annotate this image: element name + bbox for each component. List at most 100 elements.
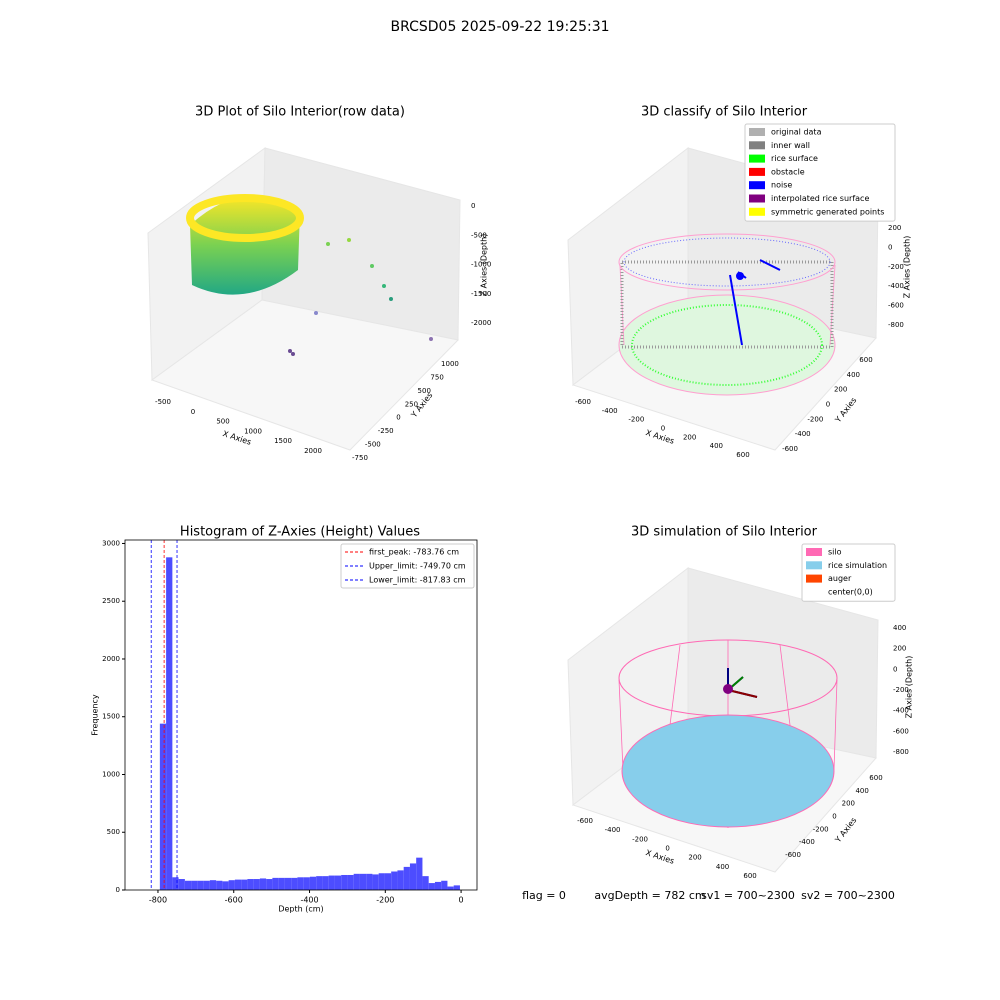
legend-swatch bbox=[749, 194, 765, 203]
bar bbox=[297, 877, 304, 890]
bar bbox=[309, 876, 317, 890]
bar bbox=[428, 883, 435, 890]
y-tick-label: 1500 bbox=[102, 713, 120, 721]
x-tick-label: -200 bbox=[376, 896, 394, 905]
legend-swatch bbox=[749, 207, 765, 216]
y-tick-label: 1000 bbox=[441, 360, 459, 368]
bar bbox=[303, 877, 310, 890]
legend-swatch bbox=[749, 141, 765, 150]
z-tick-label: -2000 bbox=[471, 319, 491, 327]
z-tick-label: 200 bbox=[893, 645, 906, 653]
bar bbox=[341, 874, 348, 890]
axis-label: Z Axies (Depth) bbox=[480, 234, 489, 297]
bar bbox=[453, 885, 460, 890]
y-tick-label: -400 bbox=[795, 430, 811, 438]
x-tick-label: 0 bbox=[665, 845, 669, 853]
z-tick-label: 400 bbox=[893, 624, 906, 632]
chart-title: 3D classify of Silo Interior bbox=[641, 105, 808, 120]
panes bbox=[147, 147, 461, 451]
y-tick-label: 0 bbox=[832, 813, 836, 821]
x-tick-label: -800 bbox=[149, 896, 167, 905]
bar bbox=[291, 877, 298, 890]
chart-title: 3D Plot of Silo Interior(row data) bbox=[195, 105, 405, 120]
y-tick-label: 0 bbox=[396, 414, 400, 422]
z-tick-label: -400 bbox=[893, 707, 909, 715]
bar bbox=[441, 880, 448, 890]
bar bbox=[178, 879, 185, 890]
y-tick-label: 2000 bbox=[102, 655, 120, 663]
y-tick-label: -400 bbox=[799, 838, 815, 846]
x-tick-label: 200 bbox=[683, 433, 696, 441]
legend-label: symmetric generated points bbox=[771, 207, 884, 216]
x-tick-label: -600 bbox=[575, 398, 591, 406]
z-tick-label: -1500 bbox=[471, 290, 491, 298]
x-tick-label: -200 bbox=[628, 416, 644, 424]
y-tick-label: 250 bbox=[405, 400, 418, 408]
y-tick-label: 0 bbox=[116, 886, 120, 894]
z-tick-label: -600 bbox=[893, 727, 909, 735]
z-tick-label: -500 bbox=[471, 231, 487, 239]
bar bbox=[259, 878, 267, 890]
x-tick-label: 0 bbox=[191, 408, 195, 416]
bar bbox=[184, 880, 192, 890]
y-tick-label: -200 bbox=[813, 825, 829, 833]
legend-label: rice simulation bbox=[828, 561, 887, 570]
y-tick-label: -750 bbox=[352, 454, 368, 462]
y-tick-label: 600 bbox=[859, 356, 872, 364]
bar bbox=[203, 880, 210, 890]
bar bbox=[347, 874, 354, 890]
y-tick-label: 500 bbox=[107, 828, 120, 836]
legend-label: first_peak: -783.76 cm bbox=[369, 548, 459, 557]
x-tick-label: 600 bbox=[736, 451, 749, 459]
legend-label: auger bbox=[828, 574, 852, 583]
bar bbox=[422, 876, 429, 890]
z-tick-label: -200 bbox=[893, 686, 909, 694]
figure-title: BRCSD05 2025-09-22 19:25:31 bbox=[390, 19, 609, 35]
y-tick-label: 1000 bbox=[102, 770, 120, 778]
y-axis-label: Frequency bbox=[91, 694, 100, 736]
status-sv2: sv2 = 700~2300 bbox=[801, 889, 895, 902]
bar bbox=[253, 879, 260, 890]
x-tick-label: 600 bbox=[743, 872, 756, 880]
legend-swatch bbox=[749, 154, 765, 163]
bar bbox=[228, 880, 235, 890]
y-tick-label: -600 bbox=[785, 851, 801, 859]
bar bbox=[241, 879, 248, 890]
y-tick-label: 400 bbox=[847, 371, 860, 379]
legend-label: Upper_limit: -749.70 cm bbox=[369, 562, 466, 571]
legend-swatch bbox=[806, 561, 822, 570]
bar bbox=[322, 876, 329, 890]
bar bbox=[416, 857, 423, 890]
plot-frame bbox=[124, 539, 478, 891]
bar bbox=[278, 877, 285, 890]
legend-box bbox=[340, 543, 475, 589]
bar bbox=[391, 871, 398, 890]
y-tick-label: 400 bbox=[855, 787, 868, 795]
y-tick-label: 750 bbox=[430, 373, 443, 381]
bar bbox=[172, 877, 179, 890]
bar bbox=[272, 877, 279, 890]
legend-swatch bbox=[806, 548, 822, 556]
axis-label: Z Axies (Depth) bbox=[903, 236, 912, 299]
bar bbox=[359, 873, 367, 890]
z-tick-label: 0 bbox=[893, 665, 897, 673]
y-tick-label: 200 bbox=[842, 800, 855, 808]
z-tick-label: -200 bbox=[888, 263, 904, 271]
y-tick-label: 3000 bbox=[102, 539, 120, 547]
bar bbox=[372, 874, 379, 890]
legend-label: Lower_limit: -817.83 cm bbox=[369, 576, 466, 585]
x-tick-label: -400 bbox=[300, 896, 318, 905]
bar bbox=[247, 879, 254, 890]
legend-swatch bbox=[749, 181, 765, 190]
x-tick-label: 400 bbox=[716, 863, 729, 871]
x-tick-label: 500 bbox=[216, 418, 229, 426]
bar bbox=[434, 881, 442, 890]
x-tick-label: 0 bbox=[661, 425, 665, 433]
axis-label: Y Axies bbox=[833, 396, 859, 425]
y-tick-label: 500 bbox=[418, 387, 431, 395]
chart-title: 3D simulation of Silo Interior bbox=[631, 525, 818, 540]
y-tick-label: -250 bbox=[378, 427, 394, 435]
panes bbox=[567, 566, 879, 873]
x-tick-label: -600 bbox=[225, 896, 243, 905]
